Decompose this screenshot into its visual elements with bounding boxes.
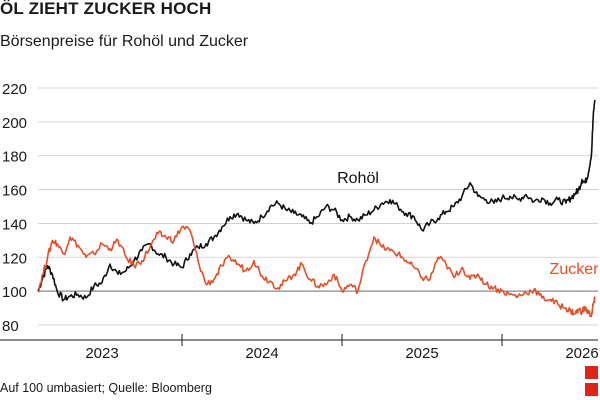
- y-tick-label: 80: [2, 318, 19, 335]
- chart-subtitle: Börsenpreise für Rohöl und Zucker: [0, 33, 249, 50]
- series-label-rohoel: Rohöl: [337, 170, 379, 187]
- logo-block-top: [585, 366, 598, 379]
- y-tick-label: 160: [2, 183, 27, 200]
- series-layer: [37, 99, 596, 318]
- y-tick-label: 220: [2, 81, 27, 98]
- series-label-zucker: Zucker: [550, 261, 600, 278]
- logo-block-bottom: [585, 383, 598, 396]
- x-tick-label: 2024: [245, 345, 278, 362]
- y-tick-label: 120: [2, 250, 27, 267]
- y-tick-label: 100: [2, 284, 27, 301]
- y-tick-label: 200: [2, 115, 27, 132]
- x-tick-label: 2026: [565, 345, 598, 362]
- series-line-zucker: [37, 225, 596, 318]
- x-tick-label: 2025: [405, 345, 438, 362]
- y-tick-label: 140: [2, 216, 27, 233]
- publisher-logo: [585, 366, 598, 398]
- grid-layer: [0, 87, 598, 346]
- chart-title: ÖL ZIEHT ZUCKER HOCH: [0, 0, 212, 18]
- label-layer: 80 100 120 140 160 180 200 220 2023 2024 2025 2026 R…: [2, 81, 599, 362]
- series-line-rohoel: [37, 99, 596, 302]
- x-tick-label: 2023: [85, 345, 118, 362]
- source-note: Auf 100 umbasiert; Quelle: Bloomberg: [0, 381, 212, 395]
- y-tick-label: 180: [2, 149, 27, 166]
